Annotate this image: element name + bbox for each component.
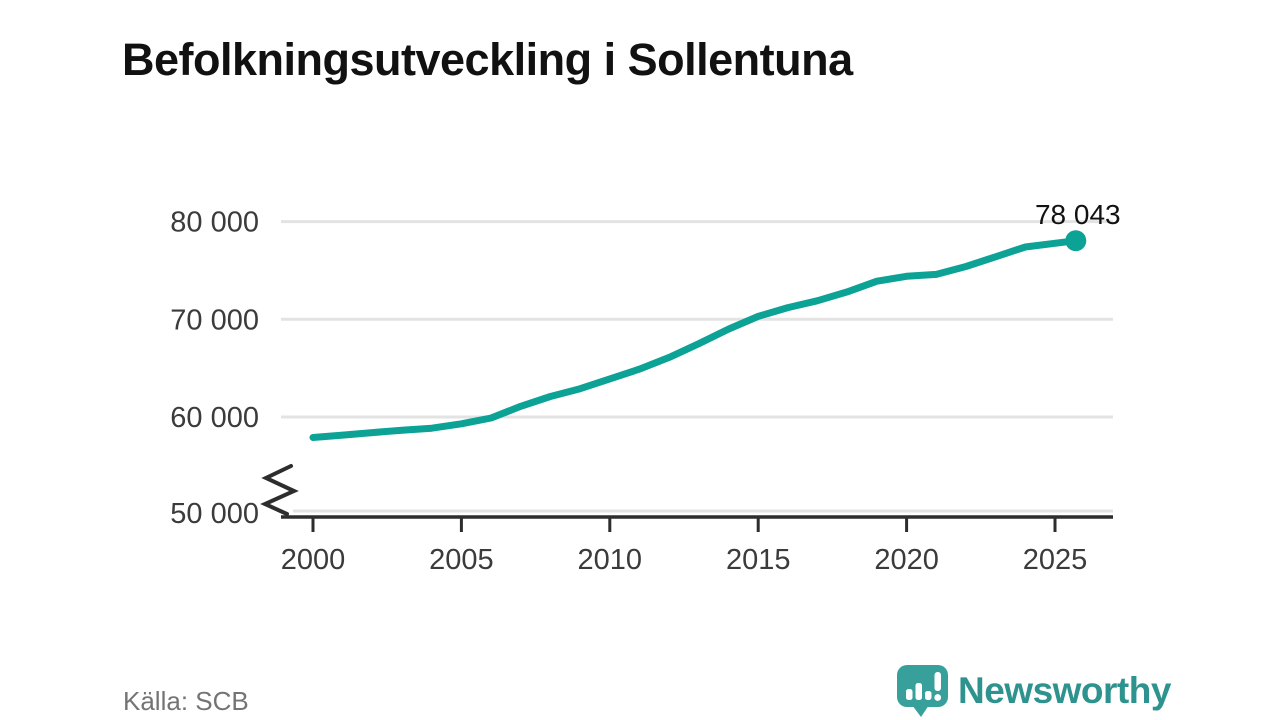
source-note: Källa: SCB xyxy=(123,686,249,716)
latest-point-marker xyxy=(1065,230,1087,252)
y-tick-label-80000: 80 000 xyxy=(170,207,259,239)
y-tick-label-50000: 50 000 xyxy=(170,498,259,530)
x-tick-label-2015: 2015 xyxy=(726,544,791,576)
y-tick-label-60000: 60 000 xyxy=(170,402,259,434)
x-tick-label-2020: 2020 xyxy=(874,544,939,576)
x-tick-label-2005: 2005 xyxy=(429,544,494,576)
latest-value-label: 78 043 xyxy=(1035,199,1121,230)
brand-name: Newsworthy xyxy=(958,669,1171,711)
page-title: Befolkningsutveckling i Sollentuna xyxy=(122,34,853,86)
x-tick-label-2000: 2000 xyxy=(281,544,346,576)
x-tick-label-2025: 2025 xyxy=(1023,544,1088,576)
y-axis-break-icon xyxy=(260,464,299,516)
newsworthy-logo-icon xyxy=(897,665,948,717)
y-tick-label-70000: 70 000 xyxy=(170,304,259,336)
brand-logo: Newsworthy xyxy=(896,664,1171,717)
x-tick-label-2010: 2010 xyxy=(578,544,643,576)
population-line xyxy=(309,237,1080,441)
